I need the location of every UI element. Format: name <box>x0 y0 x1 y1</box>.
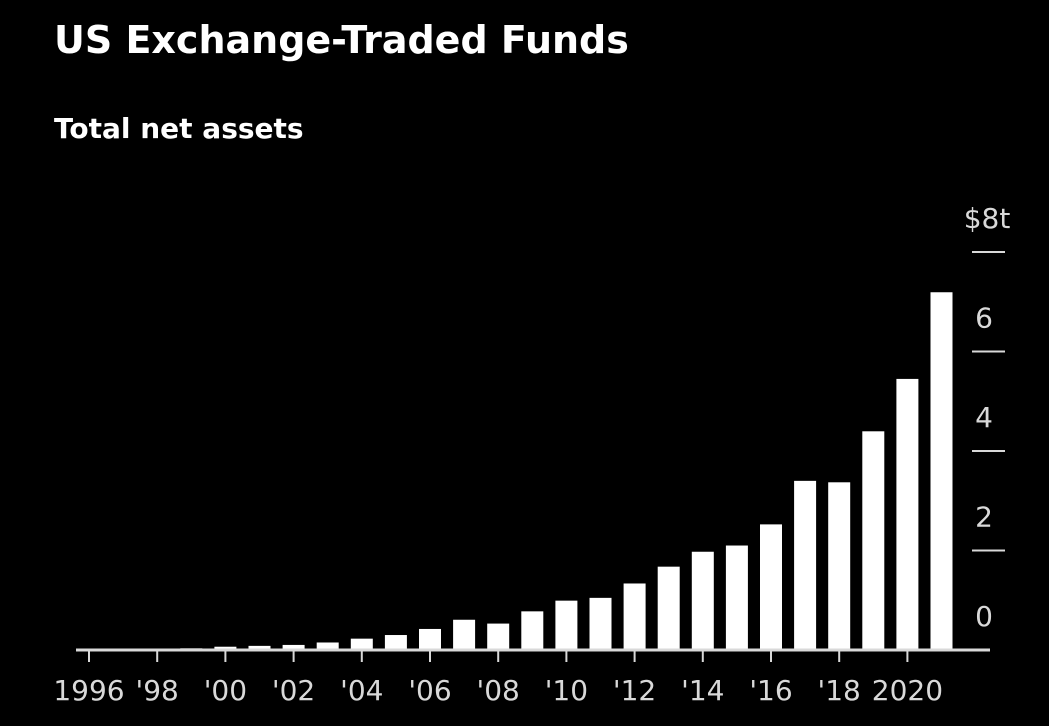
y-tick-label-2: 2 <box>975 501 993 534</box>
bar-2007 <box>453 619 476 650</box>
bar-2020 <box>896 378 919 650</box>
x-tick-label-2012: '12 <box>613 674 656 707</box>
x-tick-label-2014: '14 <box>681 674 724 707</box>
bar-2004 <box>350 638 373 650</box>
bar-2005 <box>384 635 407 650</box>
x-tick-label-2002: '02 <box>272 674 315 707</box>
bar-2017 <box>794 480 817 650</box>
bar-2019 <box>862 431 885 650</box>
y-tick-label-4: 4 <box>975 401 993 434</box>
bar-2016 <box>760 524 782 650</box>
bar-2009 <box>521 611 544 650</box>
bar-2012 <box>623 583 646 650</box>
bar-2018 <box>828 482 851 650</box>
chart-title: US Exchange-Traded Funds <box>54 18 629 62</box>
bar-2011 <box>589 597 612 650</box>
x-tick-label-1996: 1996 <box>53 674 124 707</box>
bar-2013 <box>657 566 680 650</box>
bar-2003 <box>316 642 339 650</box>
bar-2000 <box>214 646 237 650</box>
bar-2008 <box>487 623 510 650</box>
x-tick-label-2010: '10 <box>545 674 588 707</box>
bar-2010 <box>555 600 578 650</box>
bar-2002 <box>282 644 305 650</box>
x-tick-label-2006: '06 <box>408 674 451 707</box>
x-tick-label-2000: '00 <box>204 674 247 707</box>
bar-2014 <box>691 551 714 650</box>
x-tick-label-2020: 2020 <box>872 674 943 707</box>
bar-2021 <box>930 292 953 650</box>
chart-subtitle: Total net assets <box>54 112 304 145</box>
bar-2001 <box>248 645 271 650</box>
y-tick-label-0: 0 <box>975 600 993 633</box>
x-tick-label-2018: '18 <box>818 674 861 707</box>
x-tick-label-2016: '16 <box>749 674 792 707</box>
x-tick-label-1998: '98 <box>136 674 179 707</box>
y-tick-label-8: $8t <box>964 202 1011 235</box>
y-tick-label-6: 6 <box>975 302 993 335</box>
x-tick-label-2004: '04 <box>340 674 383 707</box>
bar-2015 <box>725 545 748 650</box>
bar-2006 <box>419 628 441 650</box>
x-tick-label-2008: '08 <box>477 674 520 707</box>
